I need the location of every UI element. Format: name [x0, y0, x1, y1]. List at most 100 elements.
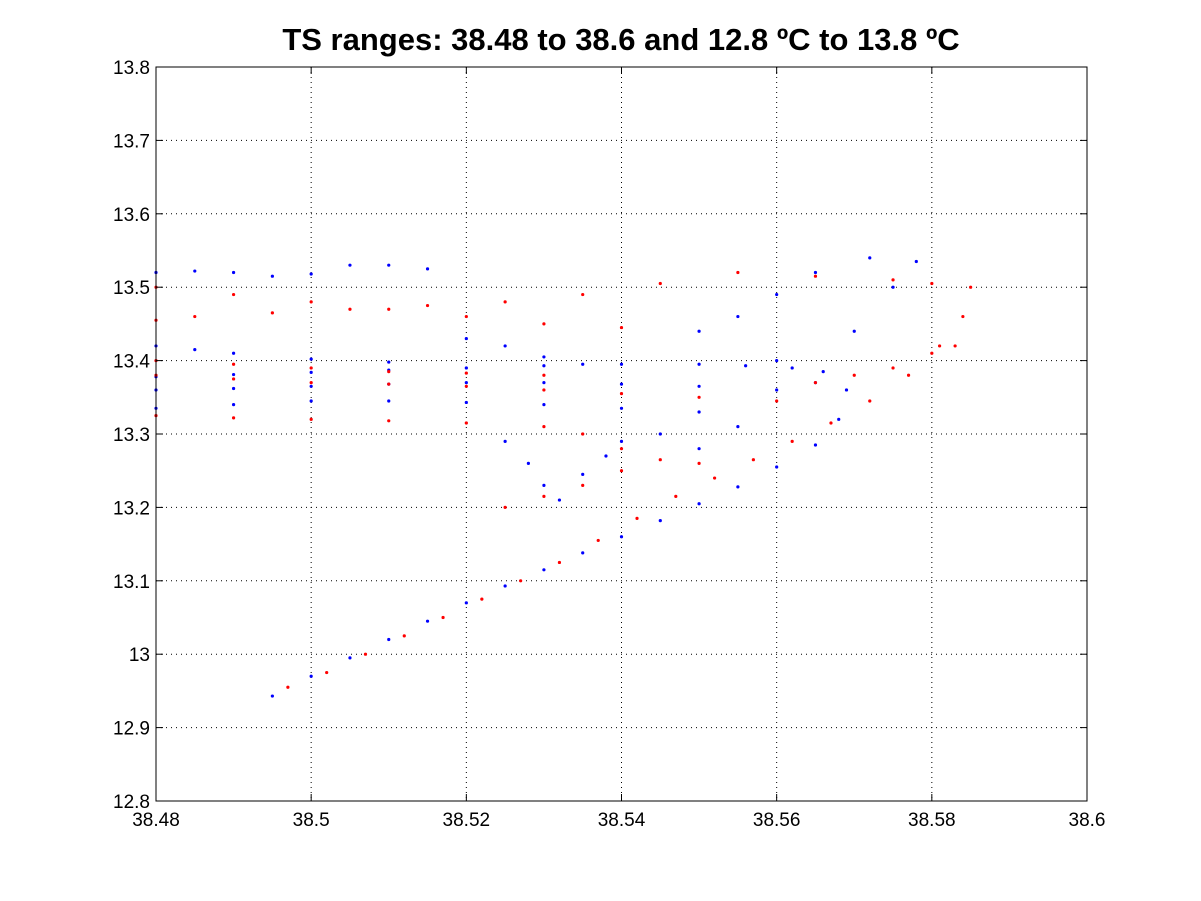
- data-point: [937, 344, 942, 348]
- data-point: [658, 519, 662, 523]
- data-point: [387, 263, 391, 267]
- y-tick-label: 13.1: [113, 572, 150, 593]
- data-point: [736, 425, 740, 429]
- data-point: [697, 502, 701, 506]
- data-point: [581, 432, 585, 436]
- data-point: [387, 637, 391, 642]
- data-point: [930, 351, 934, 355]
- series-layer: [154, 256, 973, 698]
- data-point: [309, 366, 313, 370]
- data-point: [231, 416, 236, 420]
- data-point: [231, 292, 236, 297]
- data-point: [736, 270, 740, 275]
- data-point: [868, 256, 872, 260]
- data-point: [674, 494, 678, 498]
- data-point: [231, 403, 236, 407]
- data-point: [619, 439, 624, 443]
- data-point: [891, 366, 895, 370]
- y-tick-label: 13.2: [113, 498, 150, 519]
- data-point: [193, 314, 197, 319]
- data-point: [581, 362, 585, 366]
- data-point: [309, 674, 313, 678]
- x-tick-label: 38.58: [908, 810, 956, 831]
- data-point: [697, 329, 701, 333]
- data-point: [713, 476, 717, 480]
- data-point: [387, 419, 391, 423]
- data-point: [891, 285, 895, 289]
- data-point: [813, 274, 818, 278]
- data-point: [619, 447, 624, 451]
- data-point: [231, 377, 236, 381]
- data-point: [464, 366, 468, 370]
- data-point: [844, 388, 849, 392]
- data-point: [790, 366, 794, 370]
- data-point: [914, 259, 918, 264]
- data-point: [542, 322, 546, 326]
- data-point: [961, 314, 965, 319]
- y-tick-label: 12.8: [113, 792, 150, 813]
- data-point: [813, 270, 818, 275]
- chart-title: TS ranges: 38.48 to 38.6 and 12.8 ºC to …: [282, 22, 959, 57]
- y-tick-label: 13.8: [113, 58, 150, 79]
- data-point: [348, 307, 352, 311]
- data-point: [837, 417, 841, 421]
- data-point: [775, 465, 779, 469]
- data-point: [387, 360, 391, 364]
- data-point: [557, 560, 562, 565]
- data-point: [425, 619, 430, 623]
- data-point: [697, 410, 701, 414]
- data-point: [542, 388, 546, 392]
- data-point: [542, 403, 546, 407]
- data-point: [906, 373, 911, 377]
- data-point: [464, 421, 468, 425]
- data-point: [503, 505, 507, 509]
- x-tick-label: 38.56: [753, 810, 801, 831]
- data-point: [503, 584, 507, 588]
- data-point: [930, 281, 934, 286]
- data-point: [387, 307, 391, 311]
- data-point: [193, 347, 197, 352]
- data-point: [542, 381, 546, 385]
- data-point: [480, 597, 484, 601]
- data-point: [425, 303, 430, 308]
- data-point: [402, 634, 406, 638]
- data-point: [503, 344, 507, 348]
- y-tick-label: 13.5: [113, 278, 150, 299]
- data-point: [953, 344, 957, 348]
- data-point: [969, 285, 973, 289]
- data-point: [231, 372, 236, 377]
- data-point: [309, 381, 313, 385]
- data-point: [309, 300, 313, 304]
- y-tick-label: 12.9: [113, 719, 150, 740]
- data-point: [270, 274, 274, 278]
- data-point: [309, 399, 313, 403]
- data-point: [503, 439, 507, 443]
- data-point: [542, 373, 546, 377]
- data-point: [309, 384, 313, 388]
- data-point: [775, 292, 779, 297]
- data-point: [619, 406, 624, 410]
- data-point: [581, 292, 585, 297]
- data-point: [542, 568, 546, 572]
- data-point: [736, 485, 740, 489]
- y-tick-label: 13.7: [113, 131, 150, 152]
- data-point: [309, 357, 313, 361]
- data-point: [619, 325, 624, 330]
- data-point: [619, 469, 624, 473]
- data-point: [596, 538, 600, 543]
- data-point: [697, 461, 701, 465]
- y-tick-label: 13.6: [113, 205, 150, 226]
- data-point: [658, 281, 662, 286]
- series-1: [154, 256, 918, 698]
- data-point: [751, 458, 755, 462]
- data-point: [231, 351, 236, 355]
- data-point: [542, 494, 546, 498]
- data-point: [736, 314, 740, 319]
- data-point: [697, 384, 701, 388]
- data-point: [309, 272, 313, 276]
- y-axis: 12.8 12.9 13 13.1 13.2 13.3 13.4 13.5 13.6 13.7 13…: [113, 58, 1087, 813]
- data-point: [464, 400, 468, 405]
- data-point: [868, 399, 872, 403]
- data-point: [852, 373, 856, 377]
